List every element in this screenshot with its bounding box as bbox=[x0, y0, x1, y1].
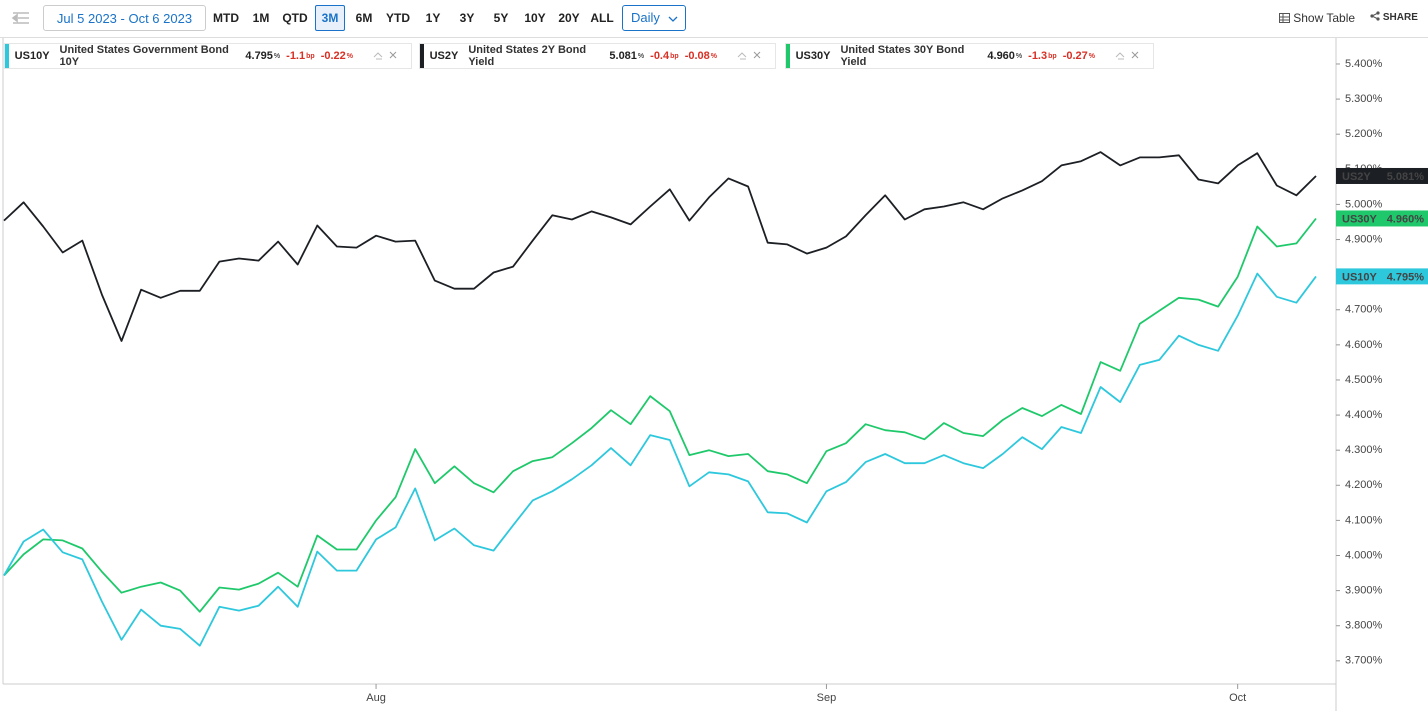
date-range[interactable]: Jul 5 2023 - Oct 6 2023 bbox=[43, 5, 206, 31]
legend-unit: % bbox=[637, 52, 645, 60]
badge-name: US10Y bbox=[1342, 271, 1378, 283]
range-button[interactable]: 3Y bbox=[459, 11, 475, 25]
legend-last: 4.795 bbox=[245, 50, 273, 62]
legend-change-pct: -0.27 bbox=[1062, 50, 1088, 62]
x-tick-label: Aug bbox=[366, 692, 386, 704]
range-button[interactable]: ALL bbox=[590, 11, 614, 25]
y-tick-label: 4.200% bbox=[1345, 479, 1383, 491]
range-button[interactable]: QTD bbox=[282, 11, 308, 25]
y-tick-label: 4.300% bbox=[1345, 444, 1383, 456]
legend-actions[interactable] bbox=[737, 50, 767, 60]
legend-change-pct: -0.08 bbox=[684, 50, 710, 62]
legend-name: United States 2Y Bond Yield bbox=[468, 44, 587, 68]
badge bbox=[1336, 210, 1428, 227]
badge bbox=[1336, 268, 1428, 285]
legend-unit: % bbox=[346, 52, 353, 60]
series-line bbox=[3, 272, 1317, 647]
y-tick-label: 5.400% bbox=[1345, 58, 1383, 70]
share-icon bbox=[1370, 11, 1380, 21]
legend-icons bbox=[373, 49, 403, 63]
badge-value: 4.960% bbox=[1387, 213, 1425, 225]
legend-code: US10Y bbox=[14, 50, 50, 62]
y-tick-label: 4.500% bbox=[1345, 374, 1383, 386]
legend-item: US30Y United States 30Y Bond Yield 4.960% -… bbox=[785, 43, 1154, 69]
x-tick-label: Sep bbox=[817, 692, 837, 704]
series-line bbox=[3, 217, 1317, 613]
badge-name: US30Y bbox=[1342, 213, 1378, 225]
legend-unit: % bbox=[710, 52, 717, 60]
y-tick-label: 3.900% bbox=[1345, 585, 1383, 597]
legend-icons bbox=[737, 49, 767, 63]
range-button[interactable]: 5Y bbox=[493, 11, 509, 25]
show-table-label: Show Table bbox=[1293, 11, 1356, 25]
legend-change: -0.4 bbox=[650, 50, 670, 62]
badge-name: US2Y bbox=[1342, 171, 1371, 183]
legend-change: -1.3 bbox=[1028, 50, 1048, 62]
interval: Daily bbox=[631, 10, 660, 25]
legend-unit: bp bbox=[670, 52, 679, 60]
legend-last: 4.960 bbox=[987, 50, 1015, 62]
legend-unit: bp bbox=[1048, 52, 1057, 60]
x-tick-label: Oct bbox=[1229, 692, 1246, 704]
legend-color bbox=[786, 44, 790, 68]
share[interactable]: SHARE bbox=[1366, 5, 1422, 31]
range-button[interactable]: YTD bbox=[386, 11, 410, 25]
range-button[interactable]: MTD bbox=[213, 11, 239, 25]
back-icon[interactable] bbox=[10, 7, 32, 29]
badge bbox=[1336, 167, 1428, 184]
y-tick-label: 4.600% bbox=[1345, 339, 1383, 351]
series-line bbox=[3, 151, 1317, 342]
y-tick-label: 5.300% bbox=[1345, 93, 1383, 105]
range-button[interactable]: 1Y bbox=[425, 11, 441, 25]
legend-unit: % bbox=[1088, 52, 1095, 60]
legend-code: US2Y bbox=[429, 50, 459, 62]
badge-value: 4.795% bbox=[1387, 271, 1425, 283]
y-tick-label: 3.700% bbox=[1345, 655, 1383, 667]
legend-item: US2Y United States 2Y Bond Yield 5.081% -0.… bbox=[419, 43, 776, 69]
share-label: SHARE bbox=[1382, 12, 1418, 23]
dropdown-arrow bbox=[668, 16, 678, 22]
legend-actions[interactable] bbox=[373, 50, 403, 60]
legend-unit: % bbox=[1015, 52, 1023, 60]
legend-actions[interactable] bbox=[1115, 50, 1145, 60]
interval-dropdown[interactable]: Daily bbox=[622, 5, 686, 31]
legend-name: United States 30Y Bond Yield bbox=[840, 44, 965, 68]
range-button[interactable]: 3M bbox=[315, 5, 345, 31]
y-tick-label: 3.800% bbox=[1345, 620, 1383, 632]
range-button[interactable]: 20Y bbox=[558, 11, 580, 25]
toolbar: Jul 5 2023 - Oct 6 2023 Daily Show Table… bbox=[0, 0, 1428, 38]
legend-change: -1.1 bbox=[286, 50, 306, 62]
legend-change-pct: -0.22 bbox=[320, 50, 346, 62]
range-button[interactable]: 6M bbox=[355, 11, 373, 25]
y-tick-label: 5.000% bbox=[1345, 198, 1383, 210]
badge-value: 5.081% bbox=[1387, 171, 1425, 183]
y-tick-label: 4.400% bbox=[1345, 409, 1383, 421]
y-tick-label: 4.700% bbox=[1345, 304, 1383, 316]
legend-unit: bp bbox=[306, 52, 315, 60]
y-tick-label: 4.900% bbox=[1345, 233, 1383, 245]
legend-color bbox=[420, 44, 424, 68]
legend-name: United States Government Bond 10Y bbox=[59, 44, 229, 68]
legend-code: US30Y bbox=[795, 50, 831, 62]
legend-last: 5.081 bbox=[609, 50, 637, 62]
legend-item: US10Y United States Government Bond 10Y 4.… bbox=[4, 43, 412, 69]
show-table[interactable]: Show Table bbox=[1272, 5, 1362, 31]
y-tick-label: 5.200% bbox=[1345, 128, 1383, 140]
legend-icons bbox=[1115, 49, 1145, 63]
range-button[interactable]: 1M bbox=[252, 11, 270, 25]
legend-color bbox=[5, 44, 9, 68]
y-tick-label: 4.100% bbox=[1345, 514, 1383, 526]
table-icon bbox=[1278, 13, 1290, 23]
y-tick-label: 4.000% bbox=[1345, 549, 1383, 561]
range-button[interactable]: 10Y bbox=[524, 11, 546, 25]
legend-unit: % bbox=[273, 52, 281, 60]
